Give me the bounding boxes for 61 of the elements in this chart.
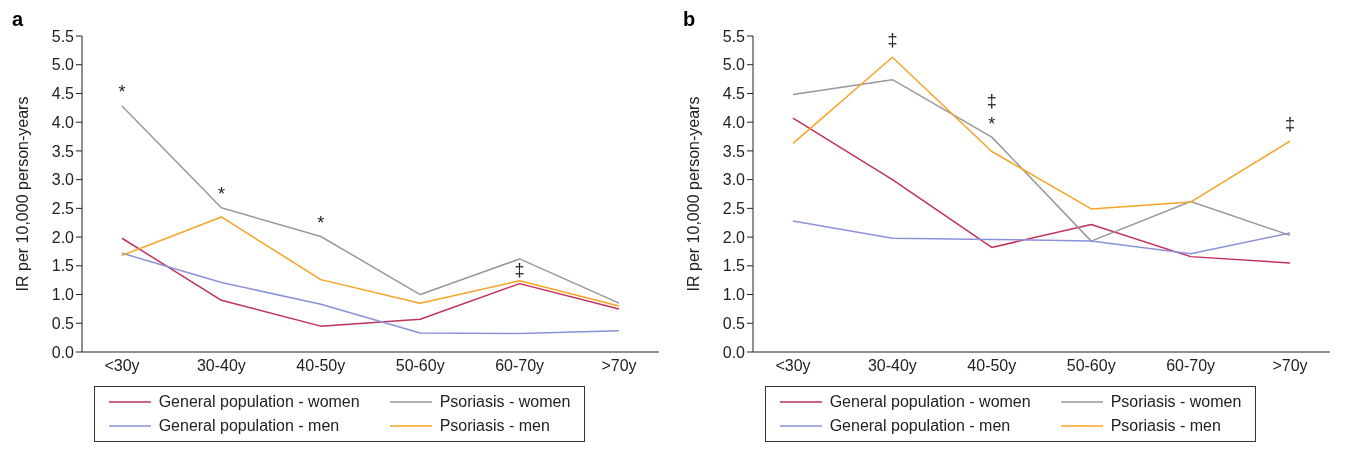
y-tick-label: 5.0 — [51, 56, 75, 74]
y-axis-title: IR per 10,000 person-years — [13, 96, 31, 292]
y-tick-label: 1.0 — [51, 286, 75, 304]
legend-label: General population - women — [829, 393, 1031, 411]
y-tick-label: 4.0 — [722, 113, 746, 131]
y-tick-label: 0.0 — [51, 343, 75, 361]
y-tick-label: 1.0 — [722, 286, 746, 304]
y-tick-label: 0.5 — [51, 314, 75, 332]
annotation: ‡ — [1284, 113, 1296, 134]
legend-label: General population - men — [158, 417, 340, 435]
y-tick-label: 2.5 — [722, 200, 746, 218]
chart-title: b — [683, 8, 696, 31]
annotation: * — [118, 82, 126, 103]
legend-label: Psoriasis - women — [439, 393, 571, 411]
y-tick-label: 2.0 — [722, 228, 746, 246]
line-series — [121, 252, 620, 335]
y-tick-label: 3.0 — [722, 171, 746, 189]
annotation: ‡ — [887, 30, 898, 51]
annotation: * — [217, 183, 225, 204]
legend-label: General population - men — [829, 417, 1011, 435]
y-tick-label: 4.0 — [51, 113, 75, 131]
x-tick-label: <30y — [104, 357, 140, 375]
x-tick-label: >70y — [601, 357, 637, 375]
y-tick-label: 0.5 — [722, 314, 746, 332]
y-tick-label: 3.0 — [51, 171, 75, 189]
legend-label: General population - women — [158, 393, 360, 411]
line-series — [121, 237, 620, 327]
x-tick-label: 40-50y — [296, 357, 346, 375]
x-tick-label: >70y — [1272, 357, 1308, 375]
annotation: ‡ — [986, 90, 997, 111]
legend-label: Psoriasis - men — [1110, 417, 1221, 435]
y-tick-label: 1.5 — [51, 257, 75, 275]
y-tick-label: 0.0 — [722, 343, 746, 361]
x-tick-label: 30-40y — [867, 357, 917, 375]
y-tick-label: 3.5 — [722, 142, 746, 160]
y-tick-label: 4.5 — [722, 85, 746, 103]
x-tick-label: 60-70y — [495, 357, 545, 375]
y-tick-label: 5.0 — [722, 56, 746, 74]
y-tick-label: 4.5 — [51, 85, 75, 103]
x-tick-label: 50-60y — [395, 357, 445, 375]
y-tick-label: 5.5 — [51, 27, 75, 45]
x-tick-label: <30y — [775, 357, 811, 375]
x-tick-label: 50-60y — [1066, 357, 1116, 375]
line-series — [121, 105, 620, 304]
y-tick-label: 1.5 — [722, 257, 746, 275]
x-tick-label: 40-50y — [967, 357, 1017, 375]
y-axis-title: IR per 10,000 person-years — [684, 96, 702, 292]
y-tick-label: 2.5 — [51, 200, 75, 218]
annotation: * — [988, 113, 996, 134]
annotation: * — [317, 212, 325, 233]
legend-label: Psoriasis - women — [1110, 393, 1242, 411]
x-tick-label: 60-70y — [1166, 357, 1216, 375]
y-tick-label: 5.5 — [722, 27, 746, 45]
line-series — [792, 220, 1291, 255]
legend-label: Psoriasis - men — [439, 417, 550, 435]
y-tick-label: 2.0 — [51, 228, 75, 246]
chart-title: a — [12, 8, 24, 31]
x-tick-label: 30-40y — [196, 357, 246, 375]
y-tick-label: 3.5 — [51, 142, 75, 160]
annotation: ‡ — [514, 260, 525, 281]
line-series — [121, 216, 620, 307]
